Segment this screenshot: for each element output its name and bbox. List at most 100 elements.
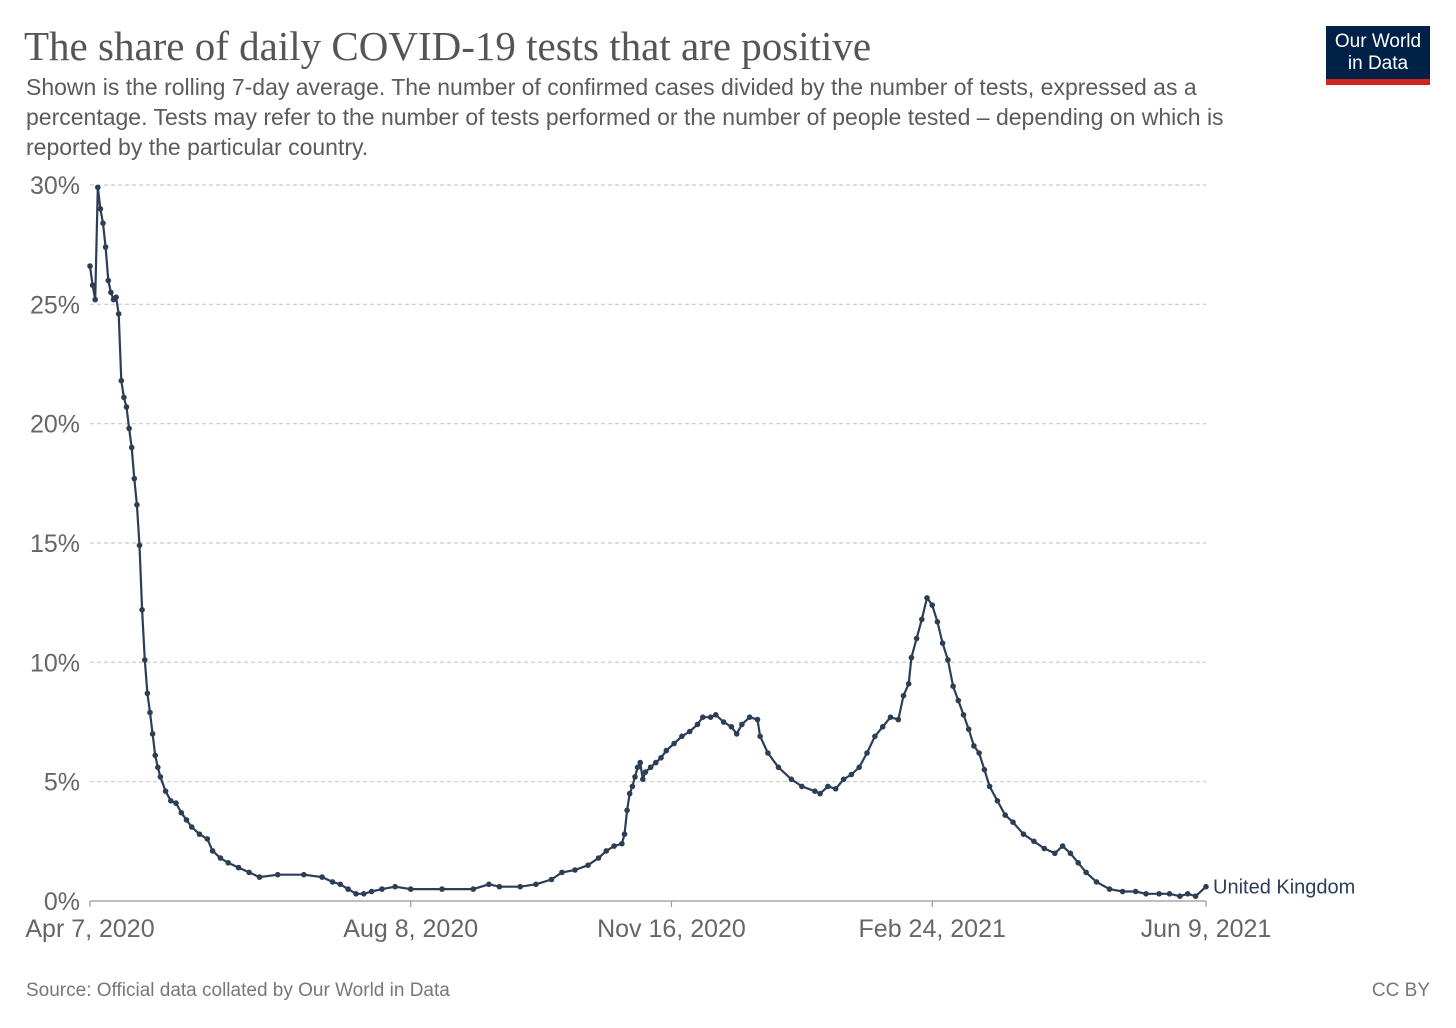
data-point [126, 425, 132, 432]
data-point [1166, 891, 1173, 897]
data-point [1010, 819, 1016, 825]
data-point [739, 721, 745, 728]
data-point [707, 714, 714, 720]
data-point [121, 394, 127, 401]
series-label: United Kingdom [1213, 877, 1355, 899]
labels: 0% 5% 10% 15% 20% 25% 30% Apr 7, 2020 Aug 8, 202… [25, 172, 1355, 943]
data-point [872, 733, 878, 740]
license-link[interactable]: CC BY [1371, 980, 1430, 1001]
axes [89, 900, 1207, 907]
data-point [486, 881, 492, 888]
data-point [173, 800, 179, 806]
data-point [361, 891, 367, 897]
data-point [919, 616, 925, 623]
data-point [746, 714, 753, 720]
series [87, 184, 1209, 899]
data-point [225, 860, 231, 866]
x-tick-label: Aug 8, 2020 [343, 915, 478, 943]
data-point [1067, 850, 1074, 857]
data-point [905, 681, 912, 687]
source-note: Source: Official data collated by Our Wo… [26, 980, 450, 1001]
x-tick-label: Jun 9, 2021 [1141, 915, 1272, 943]
data-point [929, 602, 935, 608]
data-point [113, 294, 119, 301]
chart-subtitle: Shown is the rolling 7-day average. The … [26, 74, 1224, 160]
data-point [407, 886, 414, 892]
data-point [1083, 869, 1089, 876]
data-point [864, 750, 870, 756]
data-point [97, 206, 104, 212]
data-point [1041, 845, 1048, 852]
data-point [1052, 850, 1058, 857]
data-point [256, 874, 263, 880]
data-point [976, 750, 982, 756]
data-point [671, 740, 677, 747]
data-point [1031, 838, 1037, 845]
data-point [626, 790, 633, 797]
data-point [832, 786, 839, 792]
data-point [178, 809, 185, 816]
data-point [788, 776, 795, 783]
data-point [955, 697, 962, 704]
data-point [204, 836, 211, 842]
data-point [157, 774, 164, 780]
data-point [392, 883, 398, 890]
data-point [900, 692, 907, 699]
data-point [152, 752, 158, 759]
owid-logo[interactable]: Our World in Data [1326, 26, 1430, 85]
data-point [128, 444, 135, 451]
data-point [95, 184, 101, 191]
data-point [965, 726, 972, 732]
data-point [155, 764, 161, 771]
x-tick-label: Apr 7, 2020 [25, 915, 154, 943]
data-point [637, 759, 643, 766]
data-point [775, 764, 782, 771]
data-point [1093, 879, 1100, 885]
data-point [585, 862, 591, 868]
data-point [329, 879, 336, 885]
data-point [572, 867, 578, 873]
data-point [629, 783, 636, 790]
data-point [945, 657, 951, 663]
data-point [217, 855, 224, 861]
data-point [118, 377, 125, 384]
data-point [981, 766, 988, 773]
data-point [658, 755, 664, 761]
data-point [1132, 888, 1139, 895]
data-point [319, 874, 325, 880]
logo-line-2: in Data [1347, 53, 1409, 74]
data-point [634, 764, 641, 771]
data-point [848, 771, 855, 778]
data-point [621, 831, 628, 837]
y-tick-label: 25% [30, 291, 80, 319]
data-point [642, 769, 649, 775]
data-point [134, 502, 140, 508]
data-point [1119, 888, 1126, 895]
data-point [694, 721, 701, 728]
data-point [92, 296, 98, 303]
data-point [1075, 860, 1081, 866]
data-point [624, 807, 630, 814]
data-point [147, 709, 153, 716]
data-point [87, 263, 93, 269]
data-point [1156, 891, 1162, 897]
data-point [1177, 893, 1183, 899]
y-tick-label: 5% [44, 769, 80, 797]
data-point [168, 798, 174, 804]
data-point [1192, 893, 1199, 899]
data-point [1184, 891, 1191, 897]
data-point [924, 595, 930, 601]
data-point [1059, 843, 1066, 849]
data-point [895, 716, 902, 723]
data-point [131, 475, 138, 482]
data-point [934, 619, 941, 625]
y-tick-label: 15% [30, 530, 80, 558]
x-tick-label: Feb 24, 2021 [859, 915, 1006, 943]
logo-line-1: Our World [1334, 31, 1422, 52]
data-point [188, 824, 195, 830]
data-point [817, 790, 823, 797]
data-point [840, 776, 847, 783]
data-point [89, 282, 96, 289]
data-point [144, 690, 151, 697]
